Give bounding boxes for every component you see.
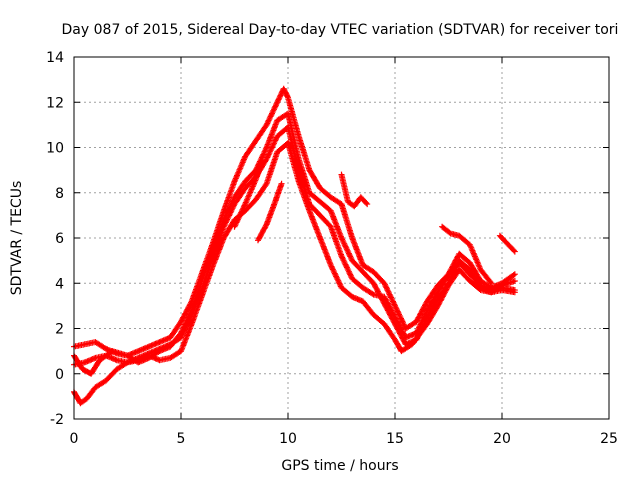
series-markers	[496, 232, 518, 255]
x-tick-label: 25	[600, 431, 618, 447]
x-tick-label: 15	[386, 431, 404, 447]
x-tick-label: 0	[70, 431, 79, 447]
series-spur-1	[231, 158, 266, 230]
series-markers	[71, 124, 518, 368]
y-tick-label: 0	[55, 367, 64, 383]
x-tick-label: 20	[493, 431, 511, 447]
series-spur-4	[439, 223, 495, 287]
y-tick-label: 2	[55, 322, 64, 338]
y-tick-label: 4	[55, 276, 64, 292]
data-series-group	[71, 85, 518, 407]
series-spur-3	[338, 171, 371, 210]
x-tick-label: 5	[177, 431, 186, 447]
series-markers	[338, 171, 371, 210]
y-tick-label: 12	[46, 95, 64, 111]
y-tick-label: 6	[55, 231, 64, 247]
y-tick-label: 8	[55, 186, 64, 202]
x-axis-label: GPS time / hours	[281, 458, 398, 474]
series-spur-5	[496, 232, 518, 255]
series-spur-2	[255, 180, 285, 244]
y-tick-label: 10	[46, 141, 64, 157]
series-markers	[255, 180, 285, 244]
y-tick-label: -2	[50, 412, 64, 428]
x-tick-label: 10	[279, 431, 297, 447]
series-trace-a	[71, 85, 518, 359]
axis-ticks: 0 5 10 15 20 25 -2 0 2 4 6 8 10 12 14	[46, 50, 618, 447]
chart-title: Day 087 of 2015, Sidereal Day-to-day VTE…	[62, 22, 619, 38]
series-markers	[231, 158, 266, 230]
series-trace-b	[71, 124, 518, 368]
y-tick-label: 14	[46, 50, 64, 66]
series-markers	[439, 223, 495, 287]
series-markers	[71, 85, 518, 359]
y-axis-label: SDTVAR / TECUs	[9, 181, 25, 296]
